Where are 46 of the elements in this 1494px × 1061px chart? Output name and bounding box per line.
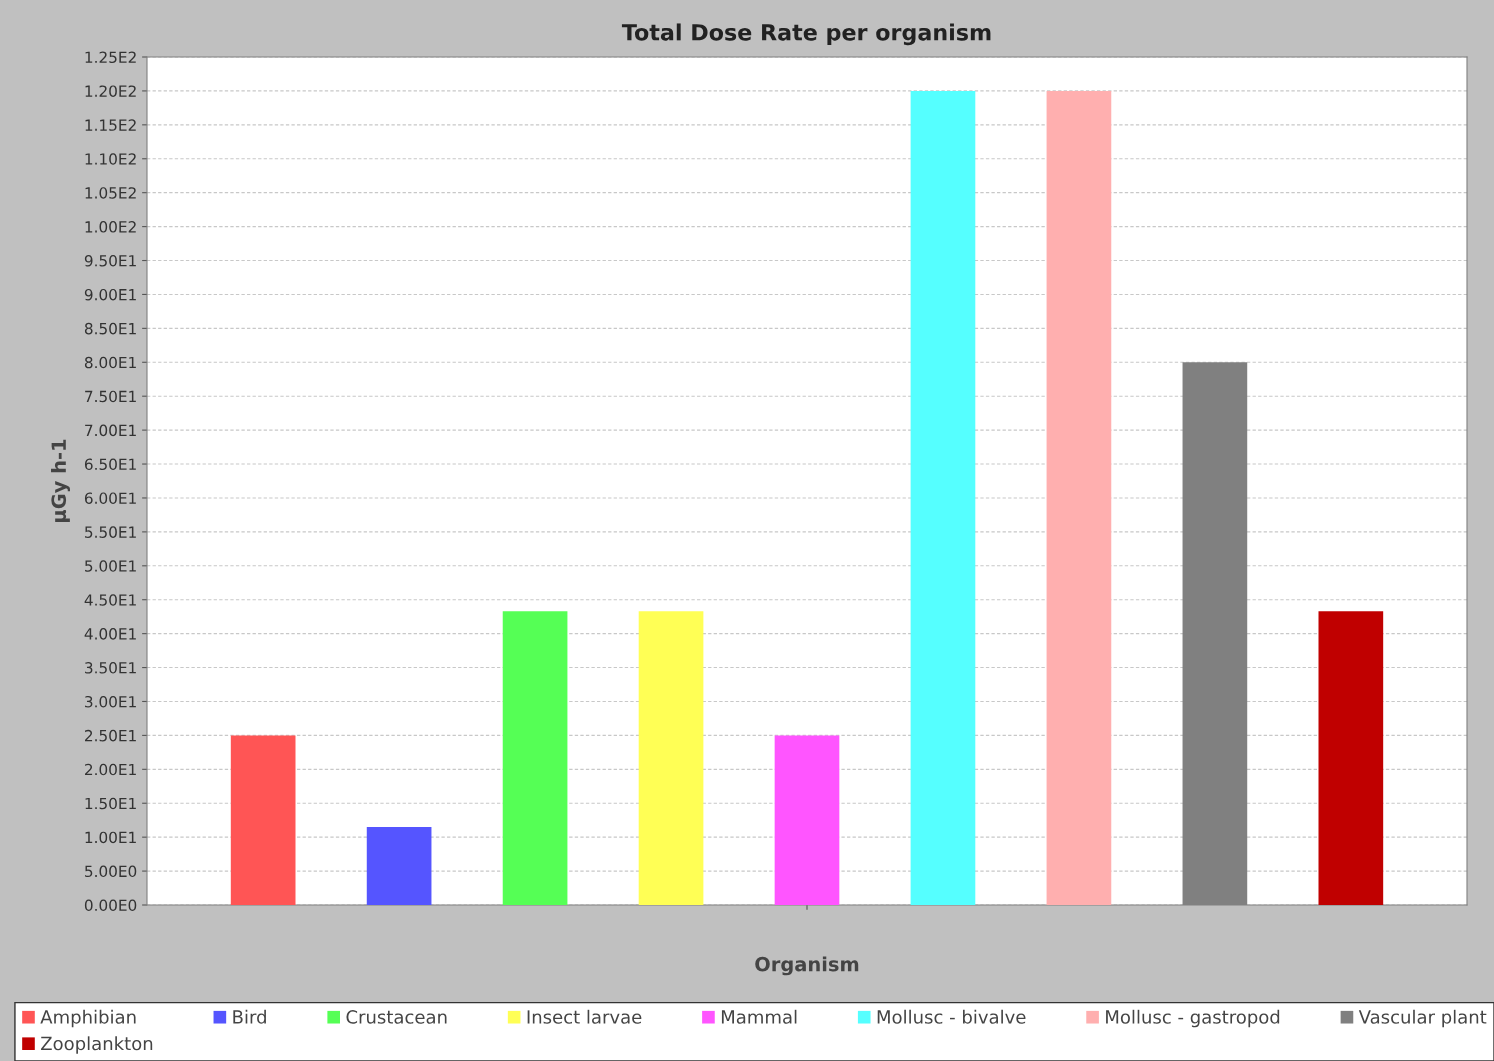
legend-label: Insect larvae xyxy=(527,1009,642,1024)
y-tick-label: 8.00E1 xyxy=(84,356,136,369)
y-tick-label: 1.05E2 xyxy=(85,187,136,199)
bar xyxy=(230,735,296,905)
legend-label: Amphibian xyxy=(40,1009,136,1028)
y-tick-label: 5.00E1 xyxy=(85,560,136,572)
y-tick-label: 1.00E2 xyxy=(85,221,136,233)
y-tick-label: 2.00E1 xyxy=(85,763,136,776)
bar xyxy=(502,611,568,905)
y-tick-label: 1.10E2 xyxy=(85,153,136,165)
bar xyxy=(1046,90,1112,905)
y-tick-label: 9.00E1 xyxy=(84,288,136,301)
y-tick-label: 4.00E1 xyxy=(84,628,136,640)
y-tick-label: 1.15E2 xyxy=(85,119,136,131)
legend-label: Crustacean xyxy=(346,1010,447,1024)
bar xyxy=(366,826,432,905)
y-tick-label: 6.00E1 xyxy=(84,492,136,504)
bar xyxy=(774,735,840,905)
y-tick-label: 3.50E1 xyxy=(85,662,136,674)
bar xyxy=(1318,611,1384,905)
y-axis-title: µGy h-1 xyxy=(51,439,70,522)
y-tick-label: 1.25E2 xyxy=(85,51,136,64)
y-tick-label: 0.00E0 xyxy=(84,899,137,912)
legend-label: Zooplankton xyxy=(41,1036,153,1054)
y-tick-label: 5.50E1 xyxy=(85,526,136,538)
legend-label: Mollusc - gastropod xyxy=(1106,1009,1280,1028)
y-tick-label: 2.50E1 xyxy=(85,729,136,742)
y-tick-label: 3.00E1 xyxy=(85,695,136,708)
bar xyxy=(638,611,704,905)
x-axis-title: Organism xyxy=(755,956,859,976)
y-tick-label: 8.50E1 xyxy=(84,322,136,335)
y-tick-label: 7.50E1 xyxy=(85,390,136,403)
chart-title: Total Dose Rate per organism xyxy=(621,23,991,46)
y-tick-label: 5.00E0 xyxy=(85,865,137,878)
y-tick-label: 7.00E1 xyxy=(85,424,136,437)
y-tick-label: 9.50E1 xyxy=(84,254,136,267)
legend-label: Mammal xyxy=(721,1009,797,1024)
y-tick-label: 1.50E1 xyxy=(85,797,136,810)
bar xyxy=(910,90,976,905)
legend-label: Mollusc - bivalve xyxy=(877,1009,1026,1024)
y-tick-label: 4.50E1 xyxy=(84,594,136,606)
legend-label: Bird xyxy=(233,1009,266,1024)
y-tick-label: 6.50E1 xyxy=(84,458,136,471)
y-tick-label: 1.20E2 xyxy=(85,85,136,97)
legend-label: Vascular plant xyxy=(1358,1009,1487,1028)
y-tick-label: 1.00E1 xyxy=(85,831,136,844)
